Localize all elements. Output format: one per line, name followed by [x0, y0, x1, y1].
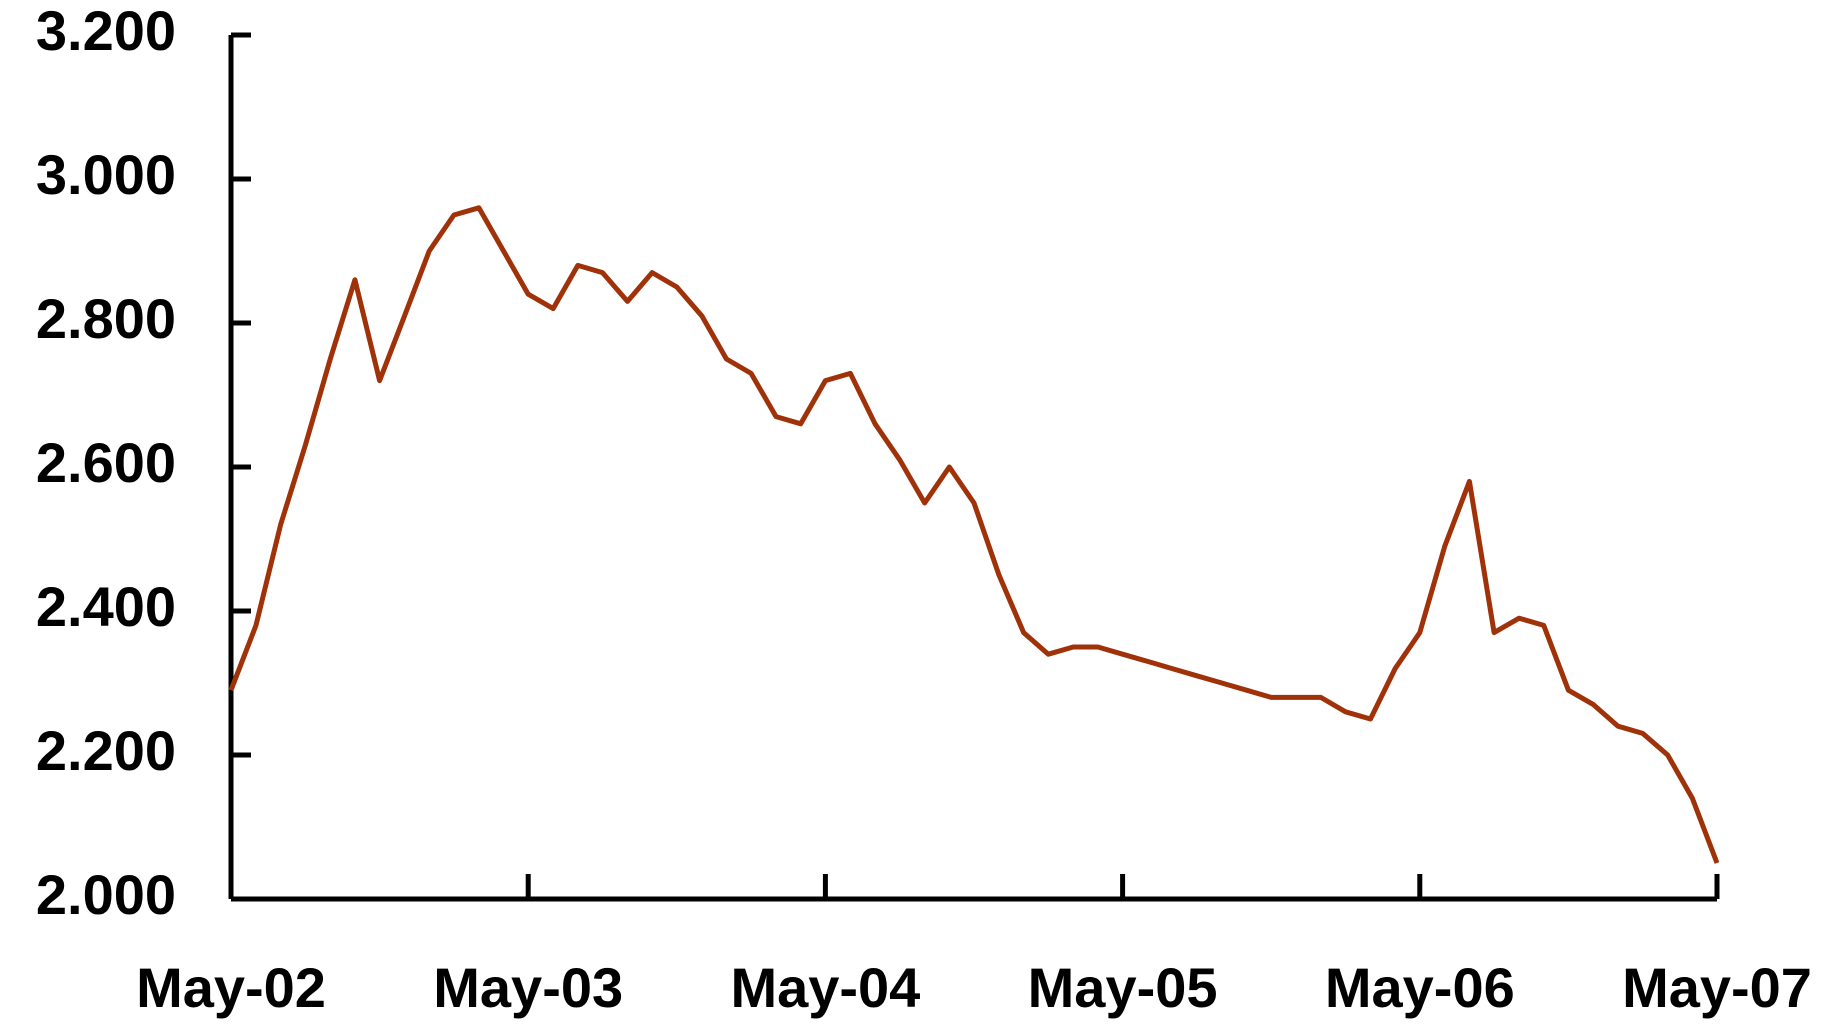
- y-tick-label: 2.200: [36, 719, 176, 782]
- x-tick-label: May-04: [730, 956, 920, 1019]
- y-tick-label: 2.600: [36, 431, 176, 494]
- x-tick-label: May-06: [1325, 956, 1515, 1019]
- x-tick-label: May-03: [433, 956, 623, 1019]
- x-tick-label: May-07: [1622, 956, 1812, 1019]
- data-line: [228, 205, 1720, 864]
- x-tick-label: May-05: [1028, 956, 1218, 1019]
- y-tick-label: 2.000: [36, 863, 176, 926]
- y-tick-label: 2.400: [36, 575, 176, 638]
- x-tick-label: May-02: [136, 956, 326, 1019]
- y-tick-label: 3.000: [36, 143, 176, 206]
- y-tick-label: 3.200: [36, 0, 176, 62]
- y-tick-label: 2.800: [36, 287, 176, 350]
